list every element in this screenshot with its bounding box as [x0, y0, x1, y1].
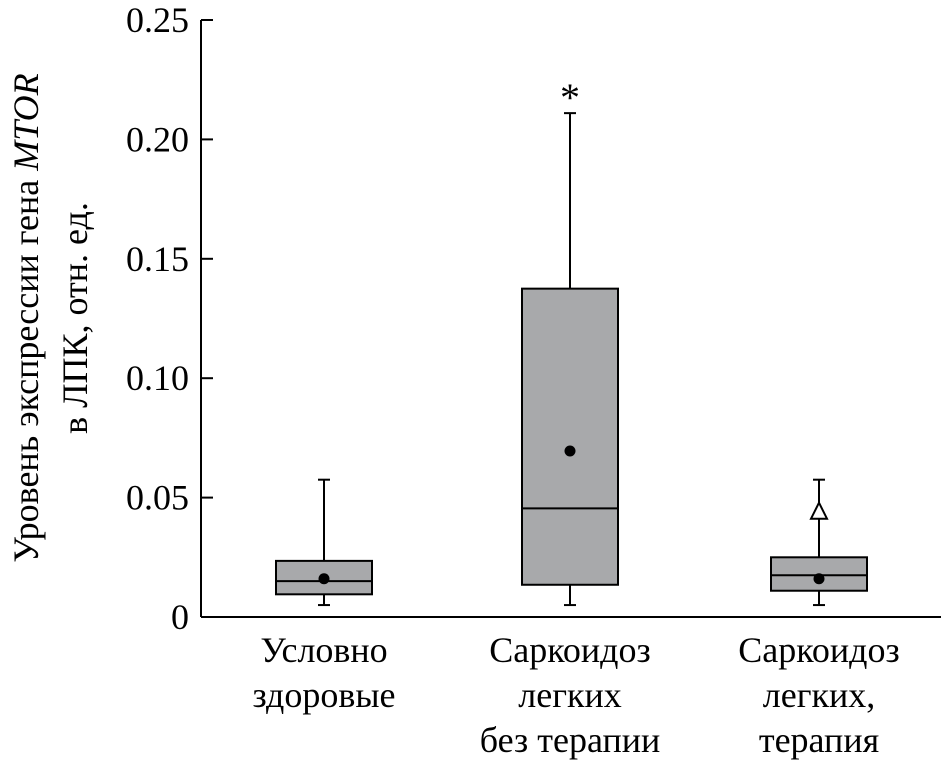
y-axis-label-line2: в ЛПК, отн. ед. [55, 202, 95, 434]
category-label-2: Саркоидоз легких, терапия [738, 630, 899, 760]
category-label-2-line-2: терапия [759, 720, 879, 760]
mean-marker-2 [813, 573, 825, 585]
category-labels: Условно здоровые Саркоидоз легких без терапи… [252, 630, 899, 760]
y-axis-label: Уровень экспрессии гена MTOR в ЛПК, отн.… [6, 73, 95, 562]
y-tick-label-0: 0 [171, 597, 189, 637]
box-group-2 [770, 478, 868, 607]
category-label-2-line-1: легких, [763, 675, 875, 715]
y-axis-label-gene: MTOR [6, 73, 46, 171]
y-axis-label-prefix: Уровень экспрессии гена [6, 171, 46, 563]
significance-asterisk-1: * [560, 75, 580, 120]
box-1 [521, 287, 619, 586]
mean-marker-0 [318, 573, 330, 585]
category-label-2-line-0: Саркоидоз [738, 630, 899, 670]
y-tick-label-5: 0.25 [126, 0, 189, 40]
category-label-0-line-1: здоровые [252, 675, 395, 715]
box-group-1: * [521, 75, 619, 607]
y-tick-label-2: 0.10 [126, 358, 189, 398]
mean-marker-1 [564, 445, 576, 457]
category-label-1-line-0: Саркоидоз [489, 630, 650, 670]
y-ticks: 0 0.05 0.10 0.15 0.20 0.25 [126, 0, 213, 637]
y-tick-label-4: 0.20 [126, 119, 189, 159]
y-tick-label-1: 0.05 [126, 478, 189, 518]
y-tick-label-3: 0.15 [126, 239, 189, 279]
category-label-0-line-0: Условно [260, 630, 387, 670]
box-group-0 [275, 478, 373, 607]
boxes: * [275, 75, 868, 607]
category-label-1: Саркоидоз легких без терапии [480, 630, 661, 760]
category-label-1-line-2: без терапии [480, 720, 661, 760]
category-label-1-line-1: легких [518, 675, 621, 715]
axes [200, 20, 941, 618]
significance-triangle-2 [809, 500, 829, 520]
box-2 [770, 556, 868, 592]
y-axis-label-line1: Уровень экспрессии гена MTOR [6, 73, 46, 562]
category-label-0: Условно здоровые [252, 630, 395, 715]
